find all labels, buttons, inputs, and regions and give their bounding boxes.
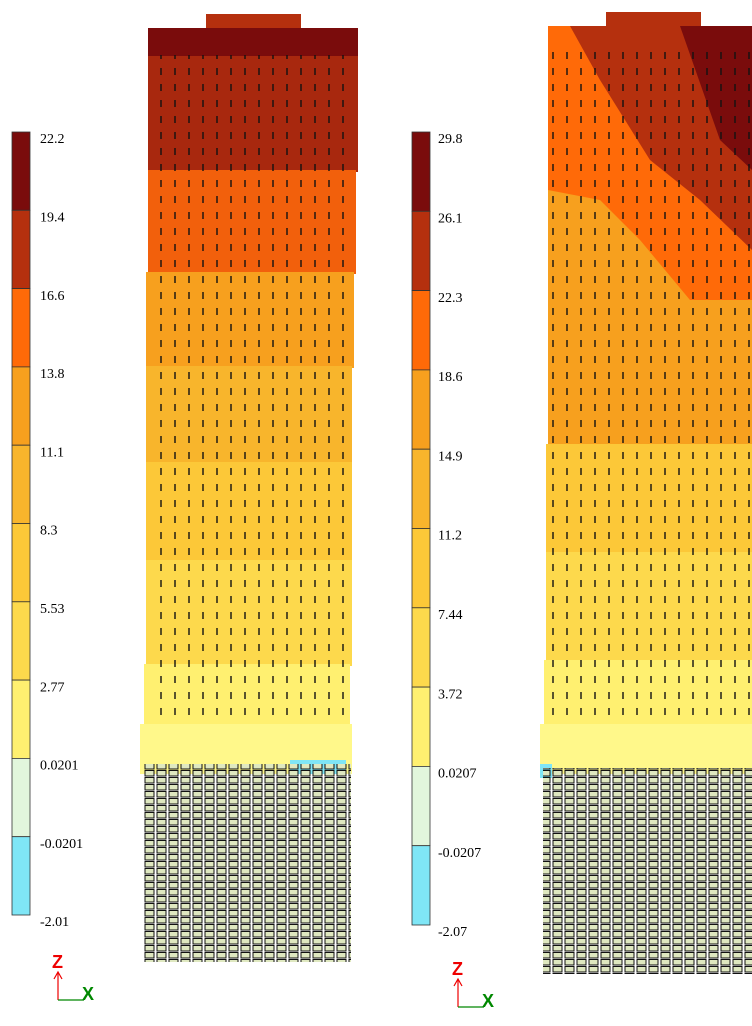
piles	[143, 764, 351, 962]
legend-swatch	[11, 366, 31, 446]
legend-swatch	[11, 679, 31, 759]
legend-label: 8.3	[40, 524, 58, 539]
legend-label: 18.6	[438, 370, 463, 385]
legend-swatch	[11, 523, 31, 603]
legend-swatch	[411, 766, 431, 847]
axis-x: X	[82, 984, 94, 1004]
legend-label: 22.2	[40, 132, 65, 147]
legend-label: 2.77	[40, 680, 65, 695]
legend-swatch	[411, 528, 431, 609]
legend-swatch	[411, 290, 431, 371]
roof	[606, 12, 701, 28]
legend-label: 5.53	[40, 602, 65, 617]
legend-swatch	[411, 131, 431, 212]
legend-swatch	[11, 836, 31, 916]
band	[540, 724, 752, 774]
legend-label: 0.0201	[40, 759, 79, 774]
legend-label: -2.01	[40, 915, 69, 930]
legend-swatch	[11, 288, 31, 368]
legend-swatch	[11, 444, 31, 524]
legend-label: 19.4	[40, 211, 65, 226]
legend-label: 26.1	[438, 212, 463, 227]
legend-swatch	[411, 845, 431, 926]
legend-swatch	[11, 209, 31, 290]
legend-label: 3.72	[438, 687, 463, 702]
roof	[206, 14, 301, 30]
legend-label: 22.3	[438, 291, 463, 306]
legend-swatch	[411, 607, 431, 688]
legend-label: -0.0201	[40, 837, 83, 852]
legend-swatch	[411, 686, 431, 767]
legend-label: 14.9	[438, 449, 463, 464]
axis-z: Z	[52, 952, 63, 972]
legend-swatch	[411, 369, 431, 450]
axis-z: Z	[452, 959, 463, 979]
legend-label: 11.1	[40, 445, 64, 460]
legend-label: -0.0207	[438, 846, 481, 861]
legend-label: 13.8	[40, 367, 65, 382]
legend-swatch	[411, 210, 431, 292]
legend-label: -2.07	[438, 925, 467, 940]
legend-label: 29.8	[438, 132, 463, 147]
legend-swatch	[11, 758, 31, 838]
z-arrow-head	[53, 970, 63, 980]
z-arrow-head	[453, 977, 463, 987]
legend-label: 0.0207	[438, 767, 477, 782]
axis-x: X	[482, 991, 494, 1011]
nodes	[150, 55, 354, 720]
model-2	[540, 12, 752, 974]
legend-swatch	[11, 601, 31, 681]
legend-label: 7.44	[438, 608, 463, 623]
legend-swatch	[11, 131, 31, 211]
nodes	[550, 50, 752, 720]
piles	[543, 768, 752, 974]
band	[148, 28, 358, 58]
model-1	[140, 14, 358, 962]
legend-label: 16.6	[40, 289, 65, 304]
legend-swatch	[411, 448, 431, 529]
legend-label: 11.2	[438, 529, 462, 544]
